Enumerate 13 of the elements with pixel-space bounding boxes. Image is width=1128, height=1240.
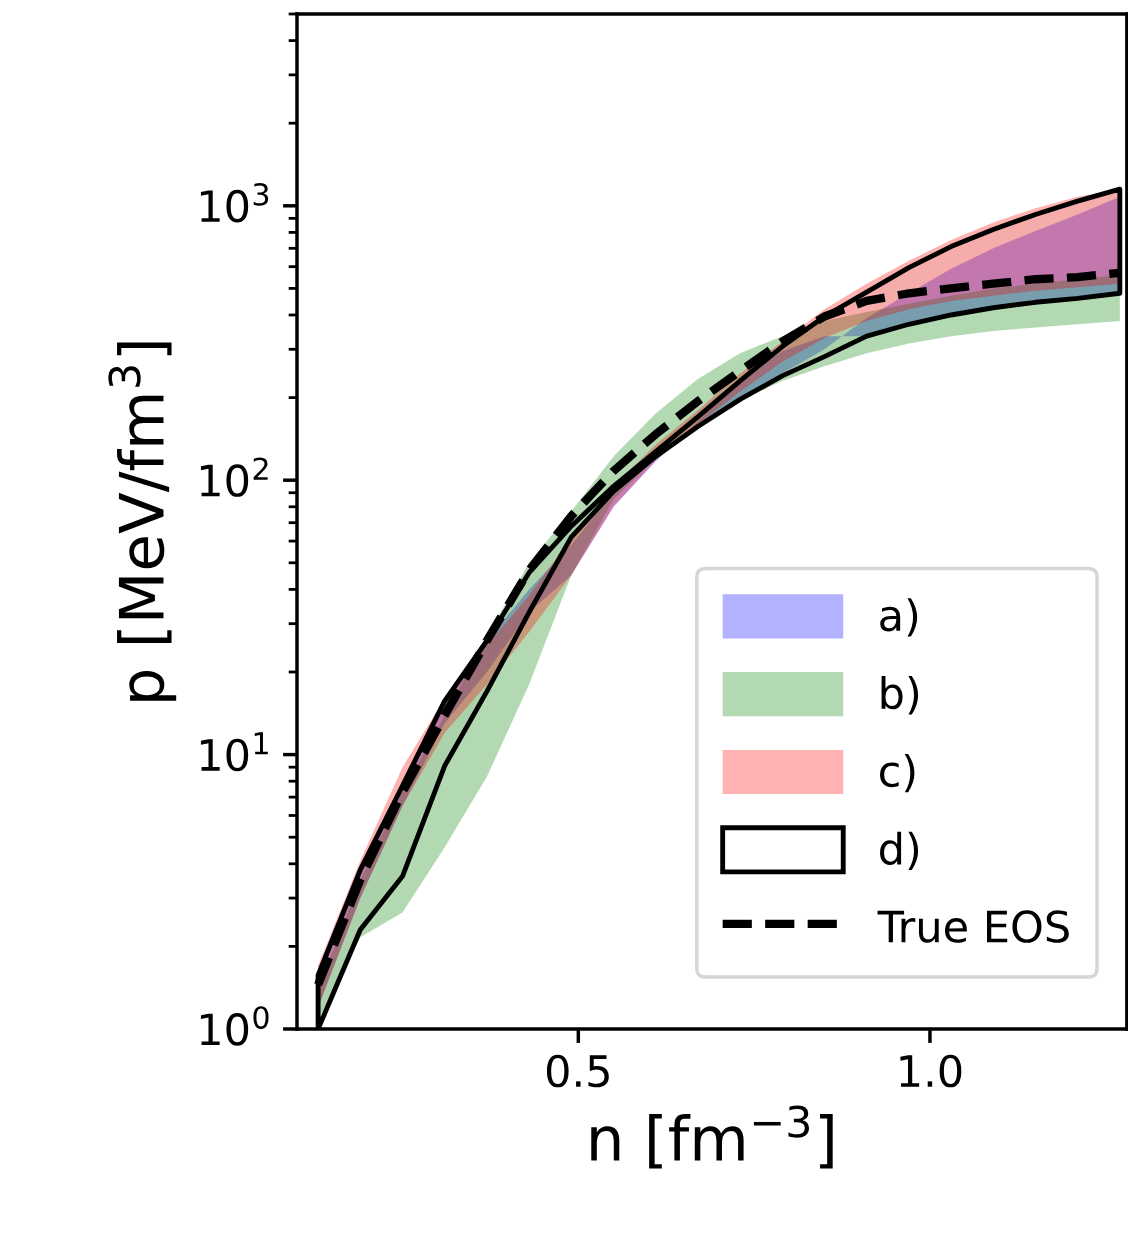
x-axis-title: n [fm$^{−3}$]: [591, 1105, 833, 1169]
y-axis-title: p [MeV/fm$^{3}$]: [108, 342, 177, 701]
y-tick-label: 10$^{1}$: [200, 732, 268, 772]
y-tick-label: 10$^{3}$: [200, 182, 269, 223]
legend-label: a): [880, 598, 918, 637]
x-tick-label: 0.5: [546, 1054, 609, 1088]
y-tick-label: 10$^{2}$: [200, 457, 268, 497]
x-tick-label: 1.0: [900, 1054, 962, 1088]
legend-label: c): [880, 753, 915, 793]
y-tick-label: 10$^{0}$: [200, 1006, 269, 1046]
legend-label: d): [880, 831, 919, 871]
legend-label: b): [881, 675, 919, 715]
legend-label: True EOS: [877, 910, 1069, 943]
